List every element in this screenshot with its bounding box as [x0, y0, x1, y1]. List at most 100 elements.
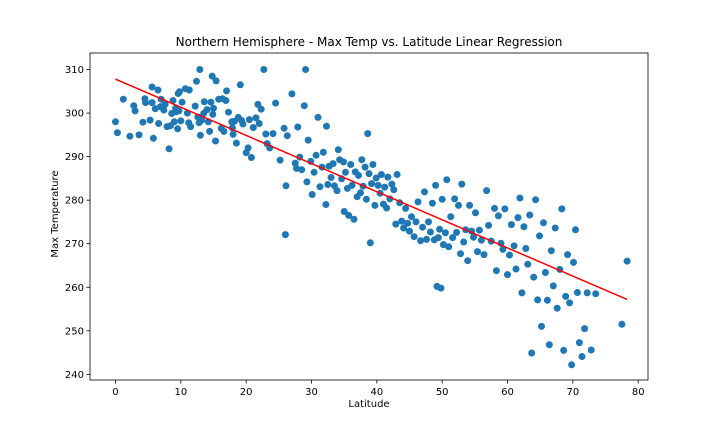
data-point — [212, 77, 220, 85]
data-point — [175, 107, 183, 115]
data-point — [443, 176, 451, 184]
data-point — [526, 211, 534, 219]
data-point — [191, 102, 199, 110]
data-point — [566, 299, 574, 307]
data-point — [432, 181, 440, 189]
data-point — [507, 221, 515, 229]
data-point — [491, 204, 498, 212]
data-point — [474, 248, 481, 256]
data-point — [142, 99, 149, 107]
data-point — [543, 296, 551, 304]
data-point — [499, 245, 507, 253]
data-point — [384, 173, 392, 181]
data-point — [419, 223, 427, 231]
data-point — [510, 242, 518, 250]
data-point — [160, 106, 168, 114]
data-point — [377, 171, 385, 178]
data-point — [222, 97, 230, 104]
data-point — [177, 117, 185, 125]
data-point — [148, 83, 156, 91]
data-point — [520, 223, 528, 231]
data-point — [371, 201, 379, 209]
data-point — [260, 66, 268, 73]
data-point — [174, 125, 182, 133]
data-point — [472, 209, 479, 217]
data-point — [365, 170, 373, 178]
data-point — [504, 271, 511, 279]
data-point — [165, 145, 173, 153]
data-point — [281, 231, 289, 239]
data-point — [148, 99, 156, 107]
y-axis-label: Max Temperature — [50, 170, 61, 257]
data-point — [408, 213, 415, 221]
data-point — [545, 341, 553, 349]
data-point — [308, 191, 316, 198]
data-point — [506, 251, 513, 259]
data-point — [426, 228, 434, 236]
data-point — [327, 174, 335, 181]
data-point — [485, 221, 493, 229]
data-point — [369, 161, 377, 168]
y-tick-label: 310 — [65, 65, 84, 76]
data-point — [381, 183, 389, 191]
data-point — [244, 144, 252, 152]
data-point — [333, 187, 341, 195]
data-point — [276, 156, 284, 164]
data-point — [112, 118, 119, 126]
y-tick-label: 260 — [65, 283, 84, 294]
data-point — [257, 105, 265, 113]
data-point — [449, 234, 457, 242]
data-point — [547, 247, 555, 255]
data-point — [536, 232, 543, 240]
data-point — [350, 215, 358, 223]
data-point — [236, 81, 244, 89]
data-point — [135, 131, 143, 139]
data-point — [203, 106, 211, 114]
x-tick-label: 20 — [240, 387, 253, 398]
data-point — [245, 116, 253, 124]
axes: 0 10 20 30 40 50 60 70 80 240 250 260 270 280 290 300 31… — [65, 52, 649, 398]
data-point — [334, 146, 342, 154]
data-point — [151, 105, 159, 113]
data-point — [283, 132, 291, 140]
data-point — [176, 88, 183, 96]
data-point — [207, 98, 215, 106]
data-point — [400, 224, 408, 232]
data-point — [417, 237, 425, 245]
data-point — [528, 349, 536, 357]
data-point — [312, 151, 320, 159]
data-point — [383, 204, 391, 212]
data-point — [282, 182, 290, 190]
data-point — [568, 361, 576, 369]
data-point — [532, 196, 540, 204]
data-point — [410, 233, 418, 241]
chart-title: Northern Hemisphere - Max Temp vs. Latit… — [176, 35, 563, 49]
data-point — [524, 260, 532, 268]
data-point — [578, 353, 586, 360]
data-point — [347, 161, 355, 168]
data-point — [558, 205, 566, 213]
data-point — [302, 66, 310, 73]
data-point — [193, 77, 200, 85]
x-axis-label: Latitude — [348, 399, 389, 410]
data-point — [139, 118, 147, 126]
data-point — [329, 160, 337, 168]
data-point — [438, 195, 446, 203]
data-point — [113, 129, 121, 137]
data-point — [304, 136, 312, 144]
data-point — [366, 239, 374, 247]
data-point — [575, 339, 583, 347]
data-point — [249, 124, 257, 131]
data-point — [223, 87, 231, 95]
data-point — [310, 168, 318, 176]
data-point — [232, 139, 240, 147]
data-point — [573, 289, 581, 296]
data-point — [434, 234, 442, 242]
data-point — [390, 186, 398, 194]
data-point — [540, 219, 547, 227]
data-point — [494, 212, 502, 220]
data-point — [155, 120, 163, 127]
data-point — [458, 180, 466, 188]
